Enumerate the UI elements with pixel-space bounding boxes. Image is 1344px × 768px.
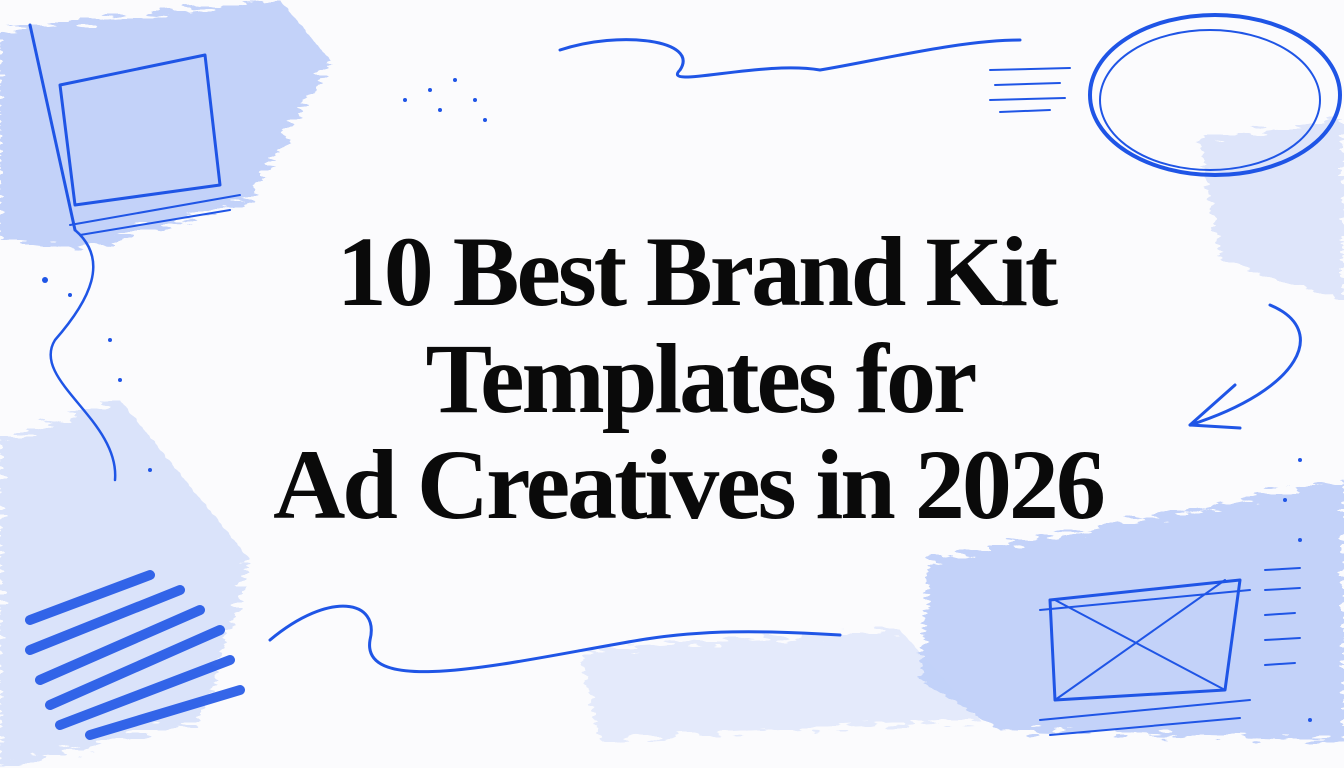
title-line: Templates for bbox=[426, 323, 977, 434]
title-line: Ad Creatives in 2026 bbox=[273, 429, 1104, 540]
doodles bbox=[28, 13, 1342, 736]
scribble bbox=[25, 570, 245, 740]
title: 10 Best Brand Kit Templates for Ad Creat… bbox=[273, 216, 1107, 540]
title-line: 10 Best Brand Kit bbox=[337, 216, 1058, 327]
dots bbox=[42, 78, 1312, 722]
